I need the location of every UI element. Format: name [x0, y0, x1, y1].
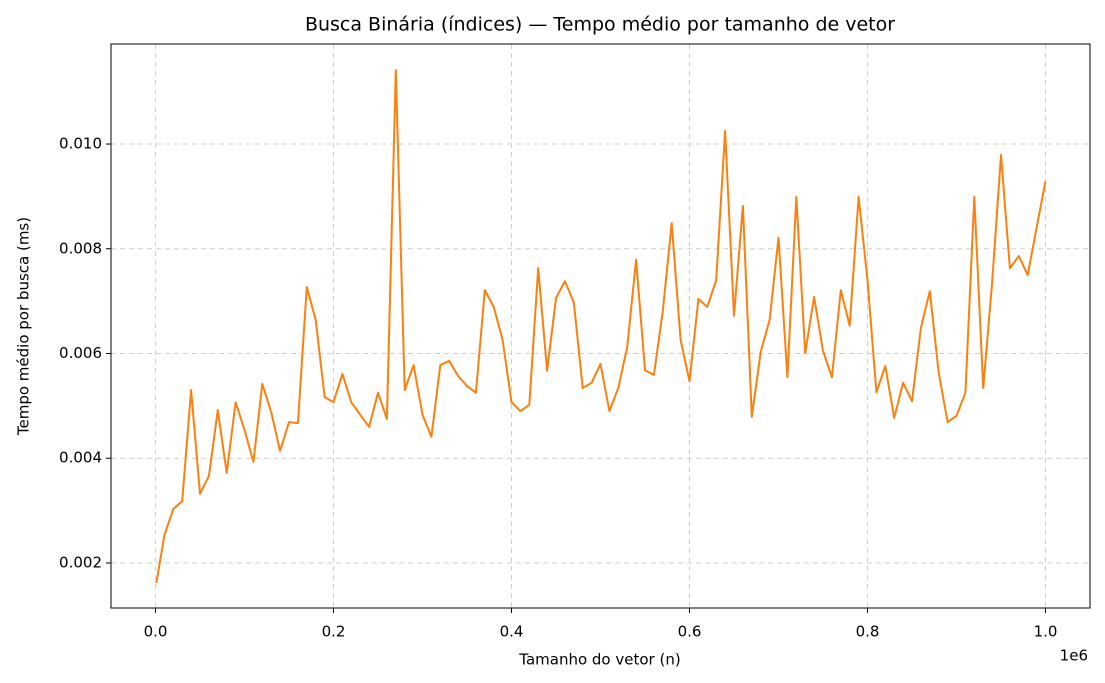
y-tick-label: 0.002 [59, 553, 102, 571]
x-tick-label: 0.4 [500, 623, 524, 641]
x-offset-label: 1e6 [1060, 647, 1088, 665]
y-tick-label: 0.006 [59, 344, 102, 362]
y-tick-label: 0.004 [59, 449, 102, 467]
x-tick-label: 0.8 [856, 623, 880, 641]
y-tick-label: 0.008 [59, 239, 102, 257]
x-tick-label: 1.0 [1034, 623, 1058, 641]
x-axis-label: Tamanho do vetor (n) [518, 651, 680, 669]
line [155, 69, 1047, 584]
y-axis-label: Tempo médio por busca (ms) [15, 217, 33, 436]
x-tick-label: 0.2 [322, 623, 346, 641]
plot-frame [110, 43, 1091, 609]
x-tick-label: 0.0 [144, 623, 168, 641]
chart-title: Busca Binária (índices) — Tempo médio po… [305, 14, 895, 36]
y-tick-label: 0.010 [59, 135, 102, 153]
x-tick-label: 0.6 [678, 623, 702, 641]
